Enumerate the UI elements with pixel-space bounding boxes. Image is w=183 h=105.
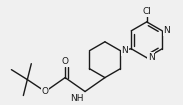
Text: N: N <box>163 26 170 35</box>
Text: O: O <box>62 57 69 66</box>
Text: O: O <box>42 87 49 96</box>
Text: N: N <box>122 46 128 55</box>
Text: NH: NH <box>70 94 84 102</box>
Text: N: N <box>148 53 154 62</box>
Text: Cl: Cl <box>142 7 151 16</box>
